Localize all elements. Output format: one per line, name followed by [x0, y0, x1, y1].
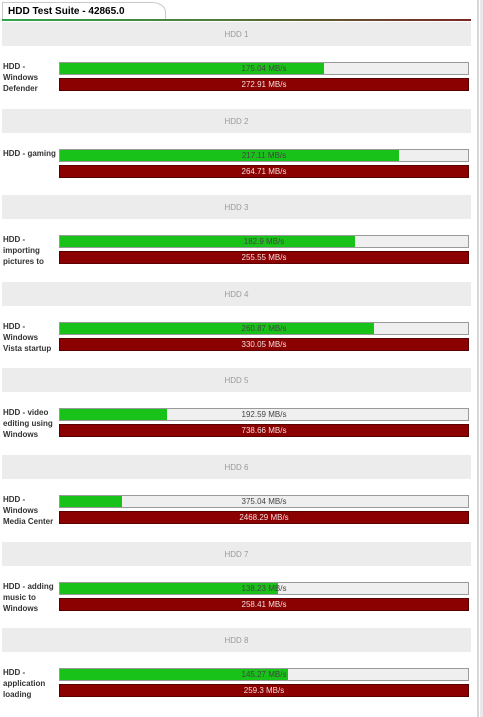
hdd-section: HDD 7 HDD - adding music to Windows 138.…	[2, 542, 471, 626]
hdd-section: HDD 3 HDD - importing pictures to 182.9 …	[2, 195, 471, 279]
red-bar-value: 259.3 MB/s	[243, 686, 285, 695]
green-bar-fill	[60, 150, 400, 161]
section-heading: HDD 4	[2, 282, 471, 306]
red-bar-value: 330.05 MB/s	[241, 340, 287, 349]
hdd-section: HDD 5 HDD - video editing using Windows …	[2, 368, 471, 452]
green-bar-value: 375.04 MB/s	[241, 497, 287, 506]
green-bar-fill	[60, 236, 355, 247]
test-label: HDD - Windows Media Center	[3, 495, 54, 526]
window-edge-outer	[480, 0, 483, 717]
test-label: HDD - Windows Defender	[3, 62, 39, 93]
red-bar-value: 272.91 MB/s	[241, 80, 287, 89]
green-result-bar: 375.04 MB/s	[59, 495, 469, 508]
hdd-section: HDD 2 HDD - gaming 217.11 MB/s 264.71 MB…	[2, 109, 471, 193]
green-bar-value: 145.27 MB/s	[241, 670, 287, 679]
hdd-section: HDD 1 HDD - Windows Defender 175.04 MB/s…	[2, 22, 471, 106]
green-bar-fill	[60, 583, 279, 594]
red-result-bar: 258.41 MB/s	[59, 598, 469, 611]
section-heading: HDD 1	[2, 22, 471, 46]
green-bar-fill	[60, 669, 289, 680]
test-label: HDD - importing pictures to	[3, 235, 44, 266]
green-bar-value: 182.9 MB/s	[243, 237, 285, 246]
green-result-bar: 138.23 MB/s	[59, 582, 469, 595]
red-result-bar: 272.91 MB/s	[59, 78, 469, 91]
test-label: HDD - video editing using Windows	[3, 408, 53, 439]
green-bar-fill	[60, 496, 123, 507]
green-bar-fill	[60, 409, 167, 420]
hdd-section: HDD 6 HDD - Windows Media Center 375.04 …	[2, 455, 471, 539]
red-result-bar: 259.3 MB/s	[59, 684, 469, 697]
red-bar-value: 255.55 MB/s	[241, 253, 287, 262]
green-bar-value: 217.11 MB/s	[241, 151, 287, 160]
red-result-bar: 255.55 MB/s	[59, 251, 469, 264]
section-heading: HDD 2	[2, 109, 471, 133]
green-result-bar: 145.27 MB/s	[59, 668, 469, 681]
section-heading: HDD 8	[2, 628, 471, 652]
hdd-section: HDD 4 HDD - Windows Vista startup 260.87…	[2, 282, 471, 366]
red-result-bar: 330.05 MB/s	[59, 338, 469, 351]
section-heading: HDD 3	[2, 195, 471, 219]
test-label: HDD - application loading	[3, 668, 46, 699]
test-label: HDD - adding music to Windows	[3, 582, 54, 613]
green-bar-value: 260.87 MB/s	[241, 324, 287, 333]
red-result-bar: 2468.29 MB/s	[59, 511, 469, 524]
green-bar-fill	[60, 63, 324, 74]
red-bar-value: 264.71 MB/s	[241, 167, 287, 176]
section-heading: HDD 6	[2, 455, 471, 479]
test-label: HDD - Windows Vista startup	[3, 322, 52, 353]
green-bar-value: 138.23 MB/s	[241, 584, 287, 593]
report-title: HDD Test Suite - 42865.0	[8, 6, 125, 17]
hdd-section: HDD 8 HDD - application loading 145.27 M…	[2, 628, 471, 712]
green-result-bar: 182.9 MB/s	[59, 235, 469, 248]
green-bar-value: 175.04 MB/s	[241, 64, 287, 73]
report-tab[interactable]: HDD Test Suite - 42865.0	[2, 2, 166, 19]
green-bar-fill	[60, 323, 374, 334]
green-result-bar: 260.87 MB/s	[59, 322, 469, 335]
green-bar-value: 192.59 MB/s	[241, 410, 287, 419]
red-bar-value: 2468.29 MB/s	[239, 513, 289, 522]
red-bar-value: 738.66 MB/s	[241, 426, 287, 435]
green-result-bar: 175.04 MB/s	[59, 62, 469, 75]
red-result-bar: 264.71 MB/s	[59, 165, 469, 178]
section-heading: HDD 5	[2, 368, 471, 392]
window-edge	[477, 0, 479, 717]
green-result-bar: 192.59 MB/s	[59, 408, 469, 421]
header-divider	[2, 19, 471, 21]
red-bar-value: 258.41 MB/s	[241, 600, 287, 609]
red-result-bar: 738.66 MB/s	[59, 424, 469, 437]
green-result-bar: 217.11 MB/s	[59, 149, 469, 162]
test-label: HDD - gaming	[3, 149, 56, 158]
section-heading: HDD 7	[2, 542, 471, 566]
